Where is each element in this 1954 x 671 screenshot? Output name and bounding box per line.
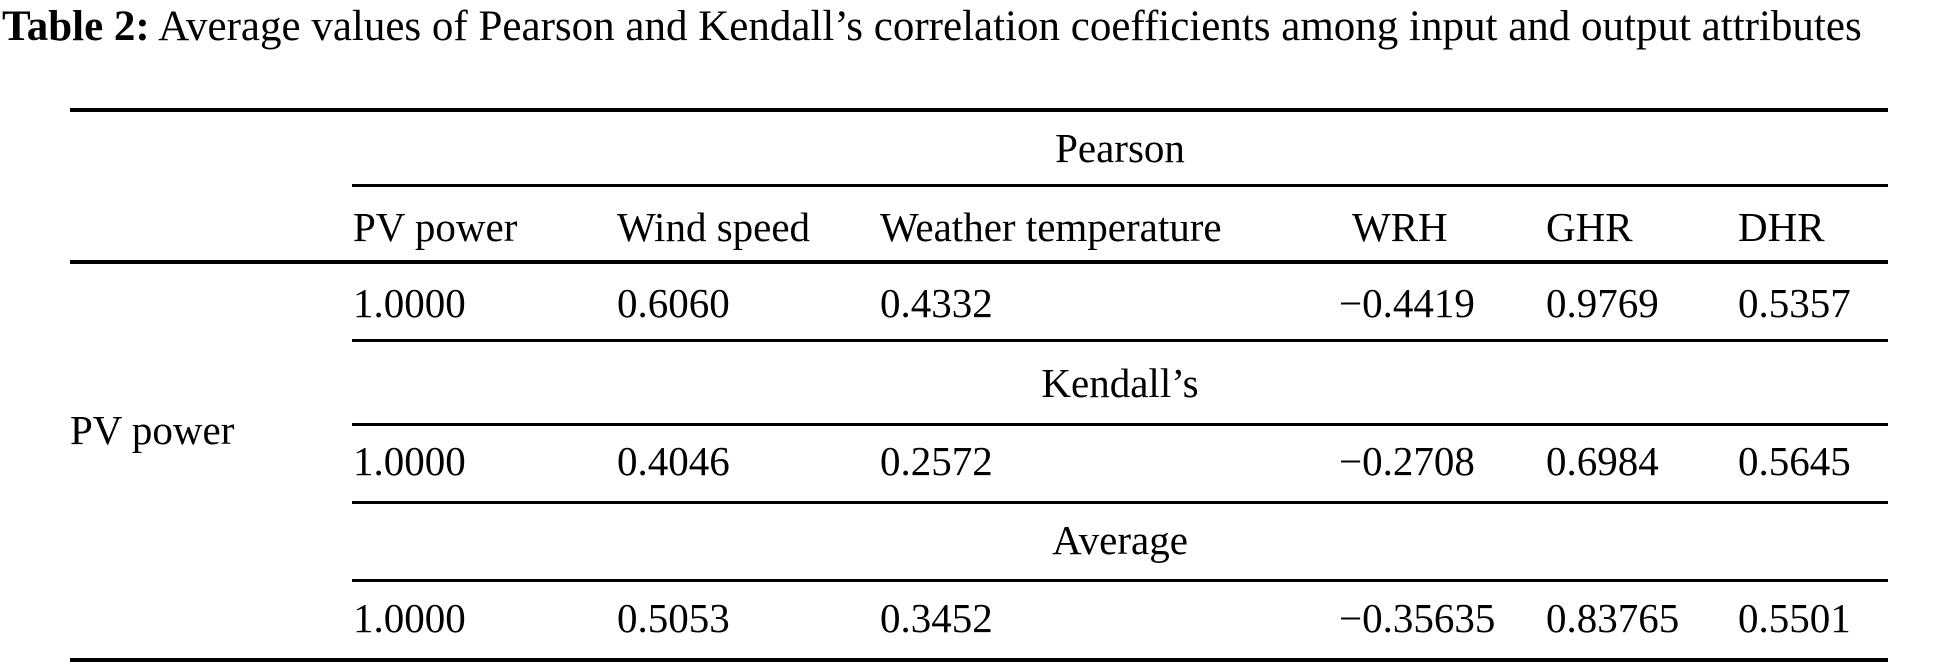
col-header-weather-temperature: Weather temperature: [880, 204, 1222, 250]
rule-under-pearson: [352, 184, 1888, 187]
rule-below-kendalls: [352, 423, 1888, 426]
section-title-kendalls: Kendall’s: [1041, 360, 1199, 406]
average-wind-speed: 0.5053: [617, 595, 730, 641]
section-title-average: Average: [1052, 517, 1188, 563]
section-title-pearson: Pearson: [1055, 125, 1185, 171]
rule-below-average: [352, 579, 1888, 582]
col-header-wind-speed: Wind speed: [617, 204, 811, 250]
kendalls-ghr: 0.6984: [1546, 438, 1659, 484]
table-caption: Table 2: Average values of Pearson and K…: [2, 0, 1952, 54]
row-label-pv-power: PV power: [70, 407, 235, 453]
kendalls-weather-temperature: 0.2572: [880, 438, 993, 484]
average-weather-temperature: 0.3452: [880, 595, 993, 641]
pearson-wind-speed: 0.6060: [617, 280, 730, 326]
kendalls-wrh: −0.2708: [1339, 438, 1475, 484]
col-header-ghr: GHR: [1546, 204, 1633, 250]
table-bottomrule: [70, 658, 1888, 662]
average-dhr: 0.5501: [1738, 595, 1851, 641]
rule-under-column-headers: [70, 260, 1888, 264]
average-wrh: −0.35635: [1339, 595, 1496, 641]
pearson-ghr: 0.9769: [1546, 280, 1659, 326]
pearson-dhr: 0.5357: [1738, 280, 1851, 326]
col-header-pv-power: PV power: [353, 204, 518, 250]
average-ghr: 0.83765: [1546, 595, 1680, 641]
kendalls-pv-power: 1.0000: [353, 438, 466, 484]
pearson-weather-temperature: 0.4332: [880, 280, 993, 326]
col-header-wrh: WRH: [1352, 204, 1448, 250]
pearson-pv-power: 1.0000: [353, 280, 466, 326]
col-header-dhr: DHR: [1738, 204, 1825, 250]
pearson-wrh: −0.4419: [1339, 280, 1475, 326]
caption-text: Average values of Pearson and Kendall’s …: [149, 3, 1862, 50]
average-pv-power: 1.0000: [353, 595, 466, 641]
rule-above-average: [352, 501, 1888, 504]
table-toprule: [70, 108, 1888, 112]
kendalls-dhr: 0.5645: [1738, 438, 1851, 484]
rule-above-kendalls: [352, 339, 1888, 342]
caption-label: Table 2:: [2, 3, 150, 50]
kendalls-wind-speed: 0.4046: [617, 438, 730, 484]
